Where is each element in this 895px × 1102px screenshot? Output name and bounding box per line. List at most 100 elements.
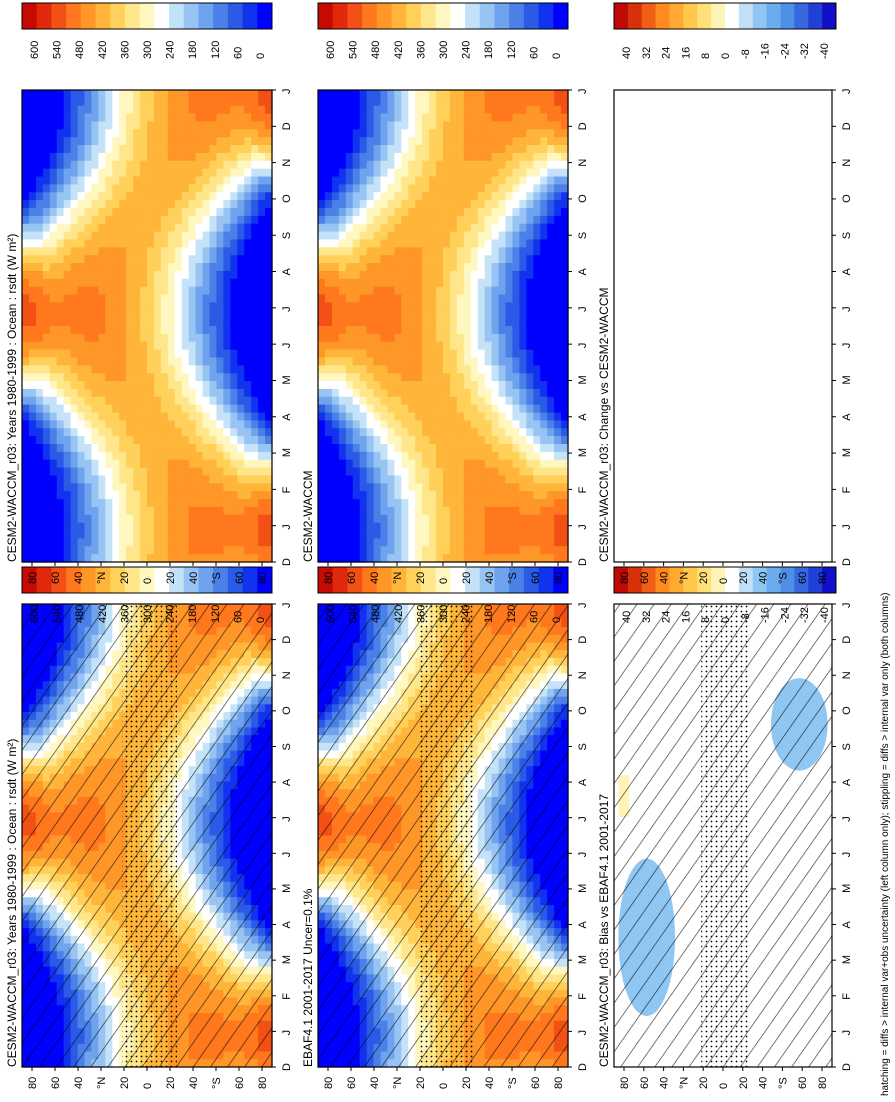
field-cell [84,145,93,154]
field-cell [133,278,141,288]
month-tick-label: M [281,375,293,384]
field-cell [195,145,204,154]
colorbar-tick-label: 60 [232,611,244,623]
field-cell [153,428,162,437]
field-cell [35,208,44,217]
field-cell [105,239,113,248]
field-cell [84,451,93,461]
field-cell [49,90,58,99]
field-cell [91,459,99,469]
field-cell [209,538,218,547]
field-cell [216,530,224,539]
field-cell [147,294,155,303]
field-cell [167,475,176,484]
field-cell [216,121,224,130]
field-cell [209,381,218,390]
field-cell [126,491,134,500]
field-cell [237,105,245,115]
field-cell [216,381,224,390]
field-cell [42,428,51,437]
month-tick-label: F [281,993,293,1000]
field-cell [126,388,134,398]
panel-title: CESM2-WACCM_r03: Years 1980-1999 : Ocean… [5,234,19,562]
field-cell [230,499,238,508]
field-cell [63,491,72,500]
field-cell [188,302,197,311]
colorbar-swatch [242,3,258,29]
field-cell [84,341,93,351]
field-cell [237,333,245,343]
field-cell [22,113,30,123]
field-cell [181,215,190,225]
field-cell [181,208,190,217]
field-cell [181,554,190,563]
field-cell [105,192,113,201]
field-cell [265,436,273,445]
field-cell [140,554,148,563]
field-cell [209,278,218,288]
field-cell [22,514,30,524]
field-cell [35,365,44,374]
month-tick-label: M [281,884,293,893]
field-cell [181,514,190,524]
field-cell [35,294,44,303]
field-cell [77,491,86,500]
field-cell [230,420,238,429]
field-cell [42,239,51,248]
field-cell [244,286,252,296]
field-cell [216,247,224,256]
field-cell [174,215,183,225]
field-cell [230,318,238,327]
field-cell [91,239,99,248]
field-cell [174,231,183,241]
field-cell [244,546,252,555]
field-cell [160,97,169,107]
field-cell [265,239,273,248]
field-cell [188,200,197,209]
field-cell [22,459,30,469]
field-cell [251,247,259,256]
field-cell [22,168,30,178]
field-cell [35,231,44,241]
field-cell [133,412,141,421]
field-cell [216,97,224,107]
colorbar-swatch [95,3,111,29]
field-cell [209,444,218,453]
field-cell [230,145,238,154]
field-cell [119,137,127,146]
field-cell [42,475,51,484]
colorbar-tick-label: 300 [142,41,154,59]
field-cell [153,302,162,311]
field-cell [91,538,99,547]
field-cell [105,90,113,99]
field-cell [49,200,58,209]
field-cell [84,381,93,390]
colorbar-tick-label: 600 [29,605,41,623]
field-cell [237,302,245,311]
field-cell [140,278,148,288]
field-cell [49,145,58,154]
field-cell [49,373,58,382]
field-cell [230,546,238,555]
field-cell [70,428,79,437]
field-cell [195,302,204,311]
field-cell [181,294,190,303]
field-cell [70,294,79,303]
field-cell [28,396,37,406]
field-cell [258,215,266,225]
field-cell [105,459,113,469]
field-cell [42,420,51,429]
field-cell [49,105,58,115]
field-cell [251,357,259,366]
field-cell [223,192,231,201]
field-cell [112,436,120,445]
field-cell [160,483,169,492]
field-cell [133,145,141,154]
field-cell [56,538,65,547]
field-cell [49,499,58,508]
field-cell [119,200,127,209]
field-cell [56,263,65,272]
field-cell [188,436,197,445]
field-cell [119,530,127,539]
field-cell [202,381,211,390]
